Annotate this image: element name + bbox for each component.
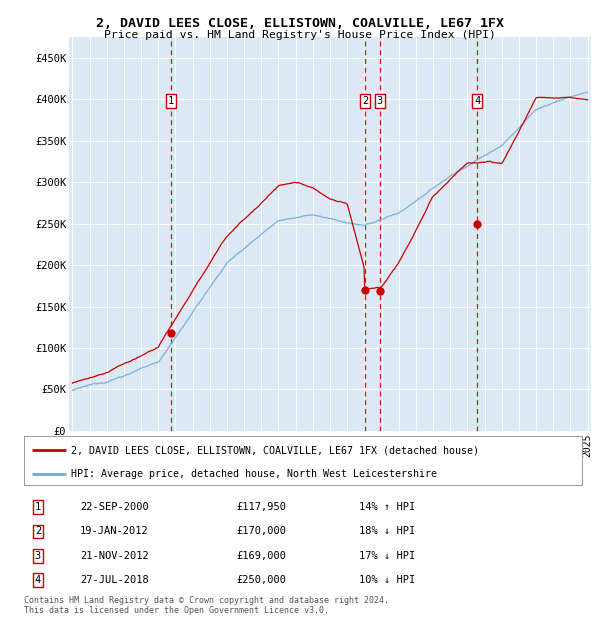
Text: 10% ↓ HPI: 10% ↓ HPI — [359, 575, 415, 585]
Text: 2: 2 — [35, 526, 41, 536]
Text: 2: 2 — [362, 96, 368, 106]
Text: 3: 3 — [35, 551, 41, 560]
Text: 18% ↓ HPI: 18% ↓ HPI — [359, 526, 415, 536]
Text: 19-JAN-2012: 19-JAN-2012 — [80, 526, 149, 536]
Text: HPI: Average price, detached house, North West Leicestershire: HPI: Average price, detached house, Nort… — [71, 469, 437, 479]
Text: £250,000: £250,000 — [236, 575, 286, 585]
Text: £170,000: £170,000 — [236, 526, 286, 536]
Text: 22-SEP-2000: 22-SEP-2000 — [80, 502, 149, 512]
Text: 21-NOV-2012: 21-NOV-2012 — [80, 551, 149, 560]
Text: 1: 1 — [35, 502, 41, 512]
Text: 3: 3 — [376, 96, 383, 106]
Text: 2, DAVID LEES CLOSE, ELLISTOWN, COALVILLE, LE67 1FX: 2, DAVID LEES CLOSE, ELLISTOWN, COALVILL… — [96, 17, 504, 30]
Text: 27-JUL-2018: 27-JUL-2018 — [80, 575, 149, 585]
Text: 14% ↑ HPI: 14% ↑ HPI — [359, 502, 415, 512]
Text: 1: 1 — [167, 96, 174, 106]
Text: 2, DAVID LEES CLOSE, ELLISTOWN, COALVILLE, LE67 1FX (detached house): 2, DAVID LEES CLOSE, ELLISTOWN, COALVILL… — [71, 445, 479, 455]
Text: Contains HM Land Registry data © Crown copyright and database right 2024.
This d: Contains HM Land Registry data © Crown c… — [24, 596, 389, 615]
Text: 4: 4 — [474, 96, 480, 106]
Text: 17% ↓ HPI: 17% ↓ HPI — [359, 551, 415, 560]
Text: £117,950: £117,950 — [236, 502, 286, 512]
Text: £169,000: £169,000 — [236, 551, 286, 560]
Text: 4: 4 — [35, 575, 41, 585]
Text: Price paid vs. HM Land Registry's House Price Index (HPI): Price paid vs. HM Land Registry's House … — [104, 30, 496, 40]
